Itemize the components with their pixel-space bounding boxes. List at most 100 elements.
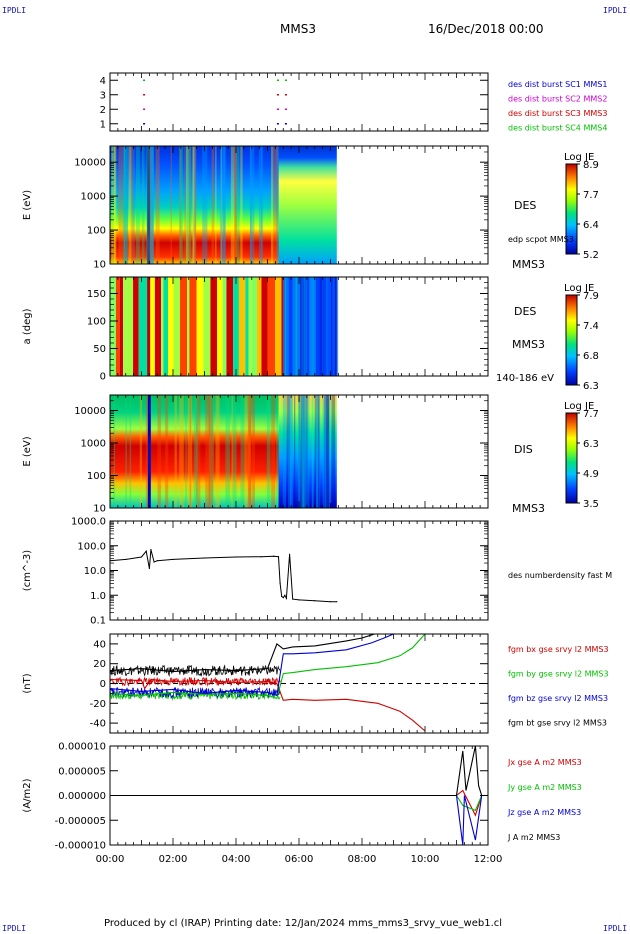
- des-pitch-column: [133, 277, 139, 376]
- density-point: [288, 553, 291, 555]
- des-energy-streak: [133, 146, 135, 264]
- dis-energy-streak: [174, 395, 177, 508]
- density-point: [148, 567, 150, 570]
- corner-label-top-left: IPDLI: [2, 6, 27, 15]
- fgm-y-tick-label: 0: [100, 679, 106, 690]
- fgm-line-3: [109, 633, 375, 673]
- des-pitch-column: [196, 277, 204, 376]
- des-pitch-y-tick-label: 0: [100, 372, 106, 383]
- colorbar-tick-label-1: 5.2: [583, 250, 599, 261]
- current-y-tick-label: 0.000000: [58, 791, 106, 802]
- dis-energy-streak: [139, 395, 143, 508]
- burst-legend-sc3: des dist burst SC3 MMS3: [508, 109, 607, 118]
- des-pitch-streak: [333, 277, 339, 376]
- dis-energy-spectrogram-tail: [278, 395, 337, 508]
- dis-energy-streak: [187, 395, 193, 508]
- des-pitch-streak: [313, 277, 315, 376]
- des-energy-streak: [220, 146, 223, 264]
- des-pitch-streak: [312, 277, 314, 376]
- fgm-ylabel: (nT): [22, 673, 33, 693]
- des-energy-overlay-label: edp scpot MMS3: [508, 235, 574, 244]
- des-pitch-streak: [329, 277, 332, 376]
- dis-energy-instrument: DIS: [514, 443, 533, 456]
- x-tick-label: 12:00: [474, 854, 503, 865]
- des-pitch-streak: [300, 277, 302, 376]
- des-pitch-streak: [300, 277, 305, 376]
- des-pitch-streak: [284, 277, 286, 376]
- des-energy-streak: [186, 146, 192, 264]
- des-pitch-column: [150, 277, 155, 376]
- des-energy-streak: [136, 146, 140, 264]
- dis-energy-streak: [247, 395, 252, 508]
- des-pitch-streak: [300, 277, 303, 376]
- density-point: [329, 601, 332, 603]
- des-energy-streak: [249, 146, 255, 264]
- density-point: [281, 595, 283, 597]
- des-energy-streak: [179, 146, 182, 264]
- density-y-tick-label: 100.0: [77, 541, 106, 552]
- des-energy-streak: [111, 146, 116, 264]
- density-point: [314, 600, 316, 602]
- dis-energy-streak: [248, 395, 252, 508]
- des-pitch-streak: [295, 277, 301, 376]
- fgm-line-2: [109, 633, 394, 697]
- dis-energy-streak: [271, 395, 276, 508]
- colorbar-3: [565, 412, 578, 504]
- des-pitch-tail: [283, 277, 337, 376]
- dis-energy-y-tick-label: 10000: [74, 406, 106, 417]
- des-pitch-instrument: DES: [514, 305, 536, 318]
- des-pitch-y-tick-label: 150: [87, 289, 106, 300]
- dis-energy-streak: [145, 395, 149, 508]
- density-point: [172, 558, 174, 561]
- colorbar-1: [565, 163, 578, 255]
- des-energy-streak: [148, 146, 151, 264]
- des-pitch-streak: [313, 277, 315, 376]
- des-energy-streak: [149, 146, 154, 264]
- des-energy-streak: [123, 146, 128, 264]
- des-pitch-streak: [310, 277, 314, 376]
- des-energy-streak: [149, 146, 154, 264]
- des-pitch-column: [281, 277, 284, 376]
- des-energy-streak: [240, 146, 243, 264]
- dis-energy-streak: [322, 395, 327, 508]
- density-legend: des numberdensity fast M: [508, 571, 612, 580]
- density-point: [279, 582, 281, 585]
- des-pitch-streak: [313, 277, 316, 376]
- dis-energy-streak: [125, 395, 127, 508]
- fgm-legend-3: fgm bt gse srvy l2 MMS3: [508, 719, 607, 728]
- des-pitch-streak: [302, 277, 307, 376]
- dis-energy-streak: [331, 395, 336, 508]
- colorbar-title-1: Log JE: [564, 152, 594, 163]
- des-pitch-energy-range: 140-186 eV: [496, 373, 554, 384]
- des-pitch-y-tick-label: 100: [87, 317, 106, 328]
- des-energy-streak: [276, 146, 279, 264]
- density-point: [273, 555, 275, 557]
- fgm-legend-0: fgm bx gse srvy l2 MMS3: [508, 645, 609, 654]
- dis-energy-streak: [247, 395, 251, 508]
- panel-frame-4: [109, 520, 489, 621]
- dis-energy-streak: [327, 395, 331, 508]
- des-energy-spectrogram: [110, 146, 279, 264]
- dis-energy-streak: [302, 395, 304, 508]
- des-energy-streak: [204, 146, 208, 264]
- dis-energy-streak: [266, 395, 271, 508]
- des-pitch-column: [187, 277, 190, 376]
- density-point: [203, 557, 206, 559]
- des-energy-streak: [234, 146, 237, 264]
- dis-energy-streak: [157, 395, 161, 508]
- colorbar-tick-label-3: 4.9: [583, 469, 599, 480]
- des-energy-streak: [230, 146, 235, 264]
- des-pitch-column: [158, 277, 162, 376]
- dis-energy-streak: [289, 395, 292, 508]
- current-legend-1: Jy gse A m2 MMS3: [507, 783, 582, 792]
- des-pitch-column: [217, 277, 223, 376]
- des-energy-streak: [258, 146, 262, 264]
- colorbar-2: [565, 294, 578, 386]
- dis-energy-streak: [316, 395, 318, 508]
- fgm-y-tick-label: 20: [93, 659, 106, 670]
- des-energy-streak: [223, 146, 226, 264]
- des-energy-y-tick-label: 10000: [74, 158, 106, 169]
- des-pitch-column: [267, 277, 276, 376]
- des-pitch-column: [119, 277, 124, 376]
- des-energy-streak: [202, 146, 205, 264]
